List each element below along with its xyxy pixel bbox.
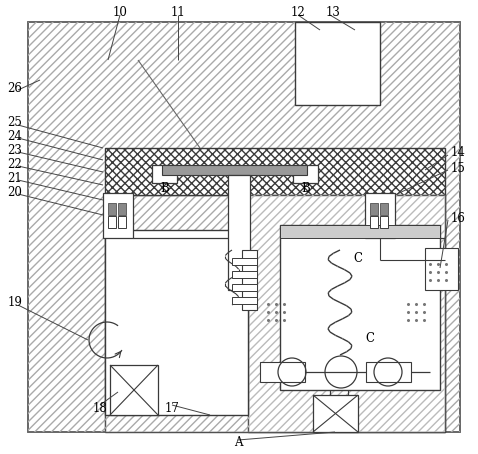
Bar — [105, 195, 445, 432]
Bar — [365, 193, 395, 238]
Text: A: A — [234, 436, 242, 449]
Bar — [232, 271, 257, 278]
Text: 13: 13 — [326, 5, 340, 19]
Text: 18: 18 — [93, 401, 108, 415]
Bar — [248, 195, 445, 432]
Text: C: C — [354, 252, 362, 265]
Text: 14: 14 — [451, 147, 466, 159]
Bar — [105, 230, 248, 415]
Bar — [248, 195, 445, 432]
Text: 16: 16 — [451, 212, 466, 224]
Bar — [295, 22, 380, 105]
Bar — [232, 297, 257, 304]
Bar — [105, 195, 445, 432]
Bar — [366, 362, 411, 382]
Bar — [108, 203, 116, 215]
Text: 10: 10 — [112, 5, 128, 19]
Text: C: C — [366, 331, 374, 345]
Bar — [380, 203, 388, 215]
Bar — [152, 165, 177, 183]
Bar — [118, 203, 126, 215]
Bar — [242, 250, 257, 310]
Bar — [110, 365, 158, 415]
Bar — [162, 165, 307, 175]
Bar — [280, 225, 440, 390]
Bar — [380, 216, 388, 228]
Text: B: B — [302, 182, 310, 194]
Bar — [370, 203, 378, 215]
Text: 19: 19 — [8, 296, 22, 310]
Text: 11: 11 — [171, 5, 185, 19]
Bar — [108, 216, 116, 228]
Bar — [103, 193, 133, 238]
Bar — [232, 258, 257, 265]
Bar — [260, 362, 305, 382]
Bar — [118, 216, 126, 228]
Bar — [425, 248, 458, 290]
Bar — [313, 395, 358, 432]
Bar — [105, 148, 445, 195]
Bar — [293, 165, 318, 183]
Bar — [232, 284, 257, 291]
Text: 20: 20 — [8, 187, 22, 199]
Text: 23: 23 — [8, 144, 22, 158]
Text: 12: 12 — [291, 5, 305, 19]
Text: B: B — [161, 182, 169, 194]
Bar — [280, 225, 440, 238]
Text: 21: 21 — [8, 173, 22, 186]
Text: 15: 15 — [451, 162, 466, 174]
Bar — [370, 216, 378, 228]
Text: 22: 22 — [8, 158, 22, 172]
Text: 24: 24 — [8, 130, 22, 143]
Text: 26: 26 — [8, 82, 22, 94]
Bar — [228, 175, 250, 290]
Text: 25: 25 — [8, 117, 22, 129]
Text: 17: 17 — [164, 401, 179, 415]
